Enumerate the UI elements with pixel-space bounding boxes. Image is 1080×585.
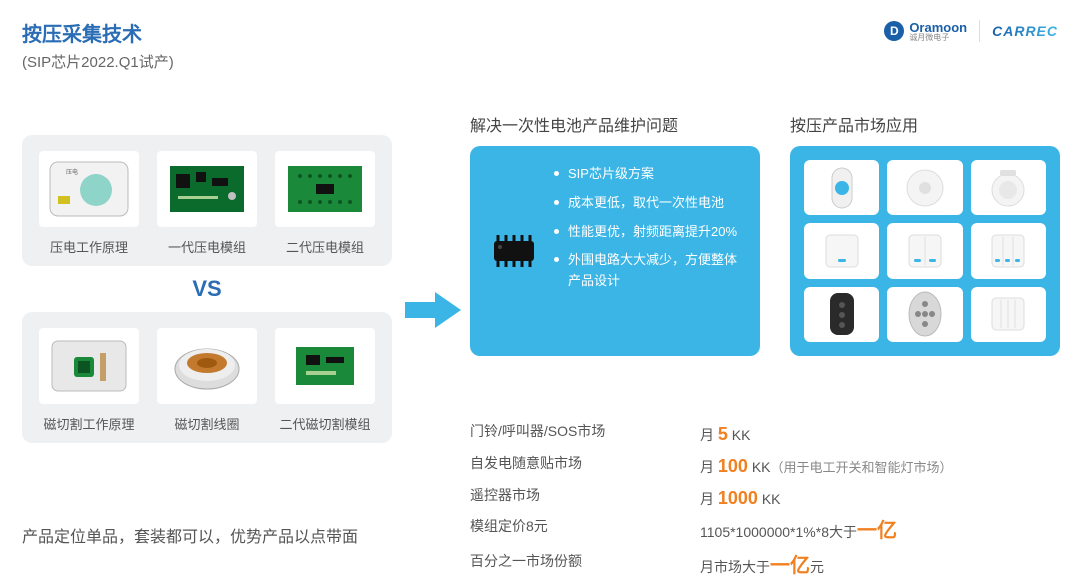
products-card	[790, 146, 1060, 356]
sip-section: 解决一次性电池产品维护问题 SIP芯片级方案 成本更低，取代一次性电池 性能更优…	[470, 112, 760, 356]
piezo-label-2: 一代压电模组	[168, 237, 246, 256]
market-value: 1105*1000000*1%*8大于一亿	[700, 515, 1060, 547]
mag-label-1: 磁切割工作原理	[43, 414, 134, 433]
market-row: 遥控器市场 月 1000 KK	[470, 484, 1060, 513]
product-switch-2	[887, 223, 962, 278]
mag-item-2: 磁切割线圈	[152, 328, 262, 433]
market-value: 月 1000 KK	[700, 484, 1060, 513]
market-label: 自发电随意贴市场	[470, 452, 700, 481]
logo-oramoon-sub: 诚月微电子	[909, 34, 967, 42]
product-switch-1	[804, 223, 879, 278]
product-remote-dark	[804, 287, 879, 342]
piezo-thumb-3	[275, 151, 375, 227]
market-label: 百分之一市场份额	[470, 550, 700, 582]
products-grid	[804, 160, 1046, 342]
product-switch-3	[971, 223, 1046, 278]
market-value: 月市场大于一亿元	[700, 550, 1060, 582]
sip-bullet: SIP芯片级方案	[554, 164, 744, 185]
sip-bullet: 外围电路大大减少，方便整体产品设计	[554, 250, 744, 292]
market-label: 遥控器市场	[470, 484, 700, 513]
page-title: 按压采集技术	[22, 18, 174, 47]
piezo-item-3: 二代压电模组	[270, 151, 380, 256]
piezo-label-1: 压电工作原理	[50, 237, 128, 256]
magnetic-card: 磁切割工作原理 磁切割线圈 二代磁切割模组	[22, 312, 392, 443]
vs-label: VS	[22, 276, 392, 302]
sip-bullet-list: SIP芯片级方案 成本更低，取代一次性电池 性能更优，射频距离提升20% 外围电…	[554, 164, 744, 338]
mag-thumb-1	[39, 328, 139, 404]
mag-thumb-2	[157, 328, 257, 404]
magnetic-row: 磁切割工作原理 磁切割线圈 二代磁切割模组	[34, 328, 380, 433]
product-switch-4	[971, 287, 1046, 342]
footer-text: 产品定位单品，套装都可以，优势产品以点带面	[22, 523, 358, 547]
logo-group: D Oramoon 诚月微电子 CARREC	[884, 20, 1058, 42]
piezo-card: 压电 压电工作原理 一代压电模组 二代压电模组	[22, 135, 392, 266]
logo-divider	[979, 20, 980, 42]
piezo-label-3: 二代压电模组	[286, 237, 364, 256]
comparison-panel: 压电 压电工作原理 一代压电模组 二代压电模组 VS	[22, 135, 392, 443]
product-button-round	[887, 160, 962, 215]
mag-item-1: 磁切割工作原理	[34, 328, 144, 433]
page-subtitle: (SIP芯片2022.Q1试产)	[22, 51, 174, 72]
logo-oramoon-icon: D	[884, 21, 904, 41]
mag-item-3: 二代磁切割模组	[270, 328, 380, 433]
products-title: 按压产品市场应用	[790, 112, 1060, 136]
market-value: 月 5 KK	[700, 420, 1060, 449]
piezo-item-2: 一代压电模组	[152, 151, 262, 256]
svg-text:压电: 压电	[66, 168, 78, 176]
market-row: 模组定价8元 1105*1000000*1%*8大于一亿	[470, 515, 1060, 547]
market-row: 自发电随意贴市场 月 100 KK（用于电工开关和智能灯市场）	[470, 452, 1060, 481]
logo-oramoon-text: Oramoon	[909, 21, 967, 34]
arrow-icon	[405, 290, 461, 335]
piezo-thumb-1: 压电	[39, 151, 139, 227]
piezo-item-1: 压电 压电工作原理	[34, 151, 144, 256]
market-row: 百分之一市场份额 月市场大于一亿元	[470, 550, 1060, 582]
mag-label-3: 二代磁切割模组	[279, 414, 370, 433]
product-sensor	[971, 160, 1046, 215]
sip-title: 解决一次性电池产品维护问题	[470, 112, 760, 136]
piezo-row: 压电 压电工作原理 一代压电模组 二代压电模组	[34, 151, 380, 256]
logo-oramoon: D Oramoon 诚月微电子	[884, 21, 967, 42]
market-table: 门铃/呼叫器/SOS市场 月 5 KK 自发电随意贴市场 月 100 KK（用于…	[470, 420, 1060, 585]
chip-icon	[484, 164, 544, 338]
mag-label-2: 磁切割线圈	[174, 414, 239, 433]
sip-bullet: 性能更优，射频距离提升20%	[554, 222, 744, 243]
products-section: 按压产品市场应用	[790, 112, 1060, 356]
market-label: 模组定价8元	[470, 515, 700, 547]
sip-card: SIP芯片级方案 成本更低，取代一次性电池 性能更优，射频距离提升20% 外围电…	[470, 146, 760, 356]
mag-thumb-3	[275, 328, 375, 404]
header: 按压采集技术 (SIP芯片2022.Q1试产) D Oramoon 诚月微电子 …	[22, 18, 1058, 72]
sip-bullet: 成本更低，取代一次性电池	[554, 193, 744, 214]
market-label: 门铃/呼叫器/SOS市场	[470, 420, 700, 449]
market-value: 月 100 KK（用于电工开关和智能灯市场）	[700, 452, 1060, 481]
market-row: 门铃/呼叫器/SOS市场 月 5 KK	[470, 420, 1060, 449]
piezo-thumb-2	[157, 151, 257, 227]
product-doorbell	[804, 160, 879, 215]
product-remote-oval	[887, 287, 962, 342]
title-block: 按压采集技术 (SIP芯片2022.Q1试产)	[22, 18, 174, 72]
logo-carrec: CARREC	[992, 23, 1058, 39]
